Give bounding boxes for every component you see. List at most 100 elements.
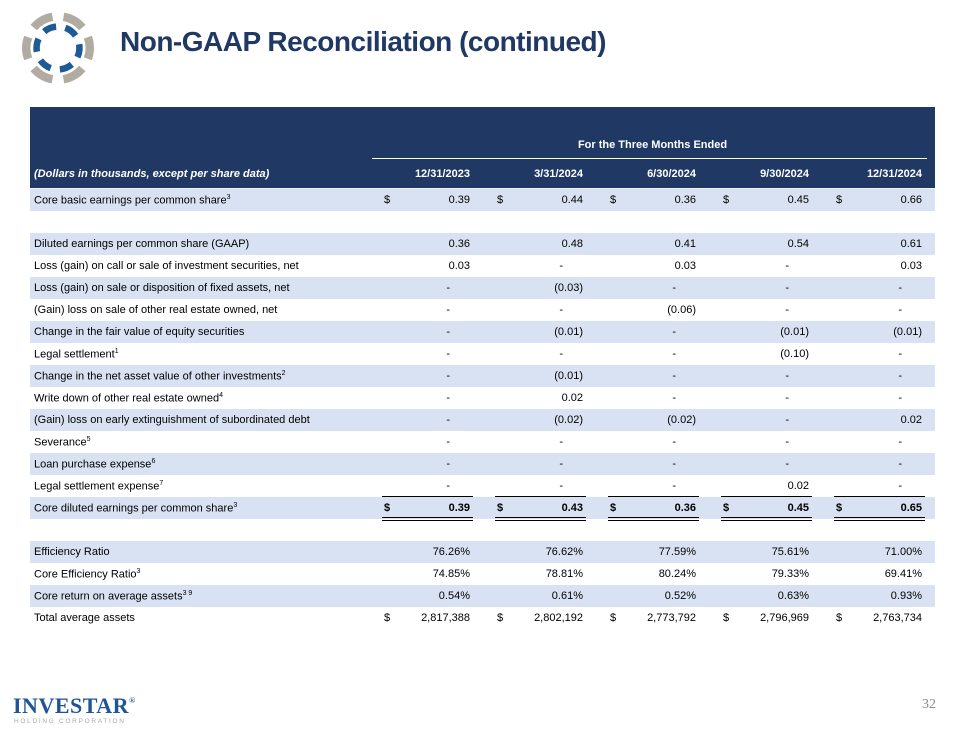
cell-value: 2,802,192 bbox=[534, 612, 583, 624]
value-cell: - bbox=[483, 475, 596, 497]
cell-value: (0.02) bbox=[554, 414, 583, 426]
cell-value: - bbox=[785, 282, 789, 294]
value-cell: $0.36 bbox=[596, 189, 709, 211]
value-cell: $0.36 bbox=[596, 497, 709, 521]
table-body: Core basic earnings per common share3 $0.… bbox=[30, 189, 935, 629]
cell-value: 0.02 bbox=[787, 480, 809, 492]
value-cell bbox=[596, 519, 709, 541]
registered-mark: ® bbox=[129, 696, 136, 705]
row-label: Change in the fair value of equity secur… bbox=[34, 326, 245, 338]
value-cell: 0.54% bbox=[370, 585, 483, 607]
cell-value: - bbox=[446, 458, 450, 470]
page-title: Non-GAAP Reconciliation (continued) bbox=[120, 26, 606, 57]
footnote-marker: 4 bbox=[219, 391, 223, 399]
cell-value: 0.54% bbox=[438, 590, 470, 602]
table-row: Core diluted earnings per common share3 $… bbox=[30, 497, 935, 521]
value-cell: (0.02) bbox=[596, 409, 709, 431]
row-label: Legal settlement1 bbox=[34, 347, 119, 361]
value-cell: 78.81% bbox=[483, 563, 596, 585]
table-header: For the Three Months Ended (Dollars in t… bbox=[30, 107, 935, 189]
cell-value: - bbox=[446, 282, 450, 294]
row-label: Core diluted earnings per common share3 bbox=[34, 501, 238, 515]
cell-value: 69.41% bbox=[884, 568, 922, 580]
value-cell: $2,773,792 bbox=[596, 607, 709, 629]
cell-value: 0.61 bbox=[900, 238, 922, 250]
value-cell: 0.41 bbox=[596, 233, 709, 255]
brand-name: INVESTAR® bbox=[13, 693, 136, 718]
value-cell: - bbox=[483, 299, 596, 321]
value-cell: $0.65 bbox=[822, 497, 935, 521]
value-cell: 79.33% bbox=[709, 563, 822, 585]
cell-value: (0.01) bbox=[554, 326, 583, 338]
cell-value: 0.65 bbox=[900, 502, 922, 514]
value-cell: - bbox=[596, 343, 709, 365]
value-cell bbox=[370, 519, 483, 541]
cell-value: - bbox=[785, 304, 789, 316]
cell-value: - bbox=[672, 480, 676, 492]
row-label: (Gain) loss on early extinguishment of s… bbox=[34, 414, 310, 426]
currency-symbol: $ bbox=[497, 502, 504, 514]
value-cell: - bbox=[483, 453, 596, 475]
value-cell: $2,796,969 bbox=[709, 607, 822, 629]
table-row bbox=[30, 519, 935, 541]
value-cell bbox=[822, 519, 935, 541]
column-header: 6/30/2024 bbox=[647, 168, 696, 180]
footnote-marker: 3 bbox=[226, 193, 231, 201]
cell-value: (0.03) bbox=[554, 282, 583, 294]
cell-value: 0.43 bbox=[561, 502, 583, 514]
table-row: Total average assets $2,817,388 $2,802,192… bbox=[30, 607, 935, 629]
table-row: Change in the fair value of equity secur… bbox=[30, 321, 935, 343]
cell-value: 0.39 bbox=[448, 502, 470, 514]
value-cell: - bbox=[709, 277, 822, 299]
value-cell: $2,763,734 bbox=[822, 607, 935, 629]
cell-value: - bbox=[446, 436, 450, 448]
value-cell: $2,802,192 bbox=[483, 607, 596, 629]
value-cell: - bbox=[709, 299, 822, 321]
table-row bbox=[30, 211, 935, 233]
value-cell: - bbox=[709, 255, 822, 277]
cell-value: 71.00% bbox=[884, 546, 922, 558]
value-cell: - bbox=[709, 453, 822, 475]
cell-value: 0.03 bbox=[674, 260, 696, 272]
value-cell: - bbox=[370, 299, 483, 321]
value-cell: - bbox=[483, 431, 596, 453]
cell-value: (0.06) bbox=[667, 304, 696, 316]
cell-value: 2,817,388 bbox=[421, 612, 470, 624]
row-label: Core Efficiency Ratio3 bbox=[34, 567, 141, 581]
value-cell: - bbox=[370, 365, 483, 387]
cell-value: - bbox=[559, 348, 563, 360]
cell-value: (0.01) bbox=[893, 326, 922, 338]
footnote-marker: 6 bbox=[151, 457, 156, 465]
table-row: (Gain) loss on sale of other real estate… bbox=[30, 299, 935, 321]
cell-value: 0.63% bbox=[777, 590, 809, 602]
footnote-marker: 3 bbox=[233, 501, 238, 509]
cell-value: - bbox=[672, 392, 676, 404]
value-cell: 69.41% bbox=[822, 563, 935, 585]
cell-value: 0.03 bbox=[900, 260, 922, 272]
cell-value: - bbox=[559, 260, 563, 272]
value-cell: - bbox=[483, 255, 596, 277]
column-header: 12/31/2024 bbox=[866, 168, 922, 180]
cell-value: 80.24% bbox=[658, 568, 696, 580]
value-cell: 0.03 bbox=[596, 255, 709, 277]
row-label: Loan purchase expense6 bbox=[34, 457, 156, 471]
row-label: Total average assets bbox=[34, 612, 135, 624]
cell-value: 0.36 bbox=[448, 238, 470, 250]
table-row: Severance5 - - - - - bbox=[30, 431, 935, 453]
table-row: Core return on average assets3 9 0.54% 0.6… bbox=[30, 585, 935, 607]
cell-value: 0.48 bbox=[561, 238, 583, 250]
value-cell: - bbox=[822, 365, 935, 387]
cell-value: 0.54 bbox=[787, 238, 809, 250]
value-cell: 76.26% bbox=[370, 541, 483, 563]
row-label: Change in the net asset value of other i… bbox=[34, 369, 286, 383]
group-header-underline bbox=[372, 158, 927, 159]
cell-value: 0.52% bbox=[664, 590, 696, 602]
value-cell: 75.61% bbox=[709, 541, 822, 563]
currency-symbol: $ bbox=[497, 612, 504, 624]
cell-value: (0.02) bbox=[667, 414, 696, 426]
column-header: 9/30/2024 bbox=[760, 168, 809, 180]
currency-symbol: $ bbox=[836, 612, 843, 624]
value-cell: - bbox=[709, 387, 822, 409]
value-cell: $0.43 bbox=[483, 497, 596, 521]
cell-value: 79.33% bbox=[771, 568, 809, 580]
